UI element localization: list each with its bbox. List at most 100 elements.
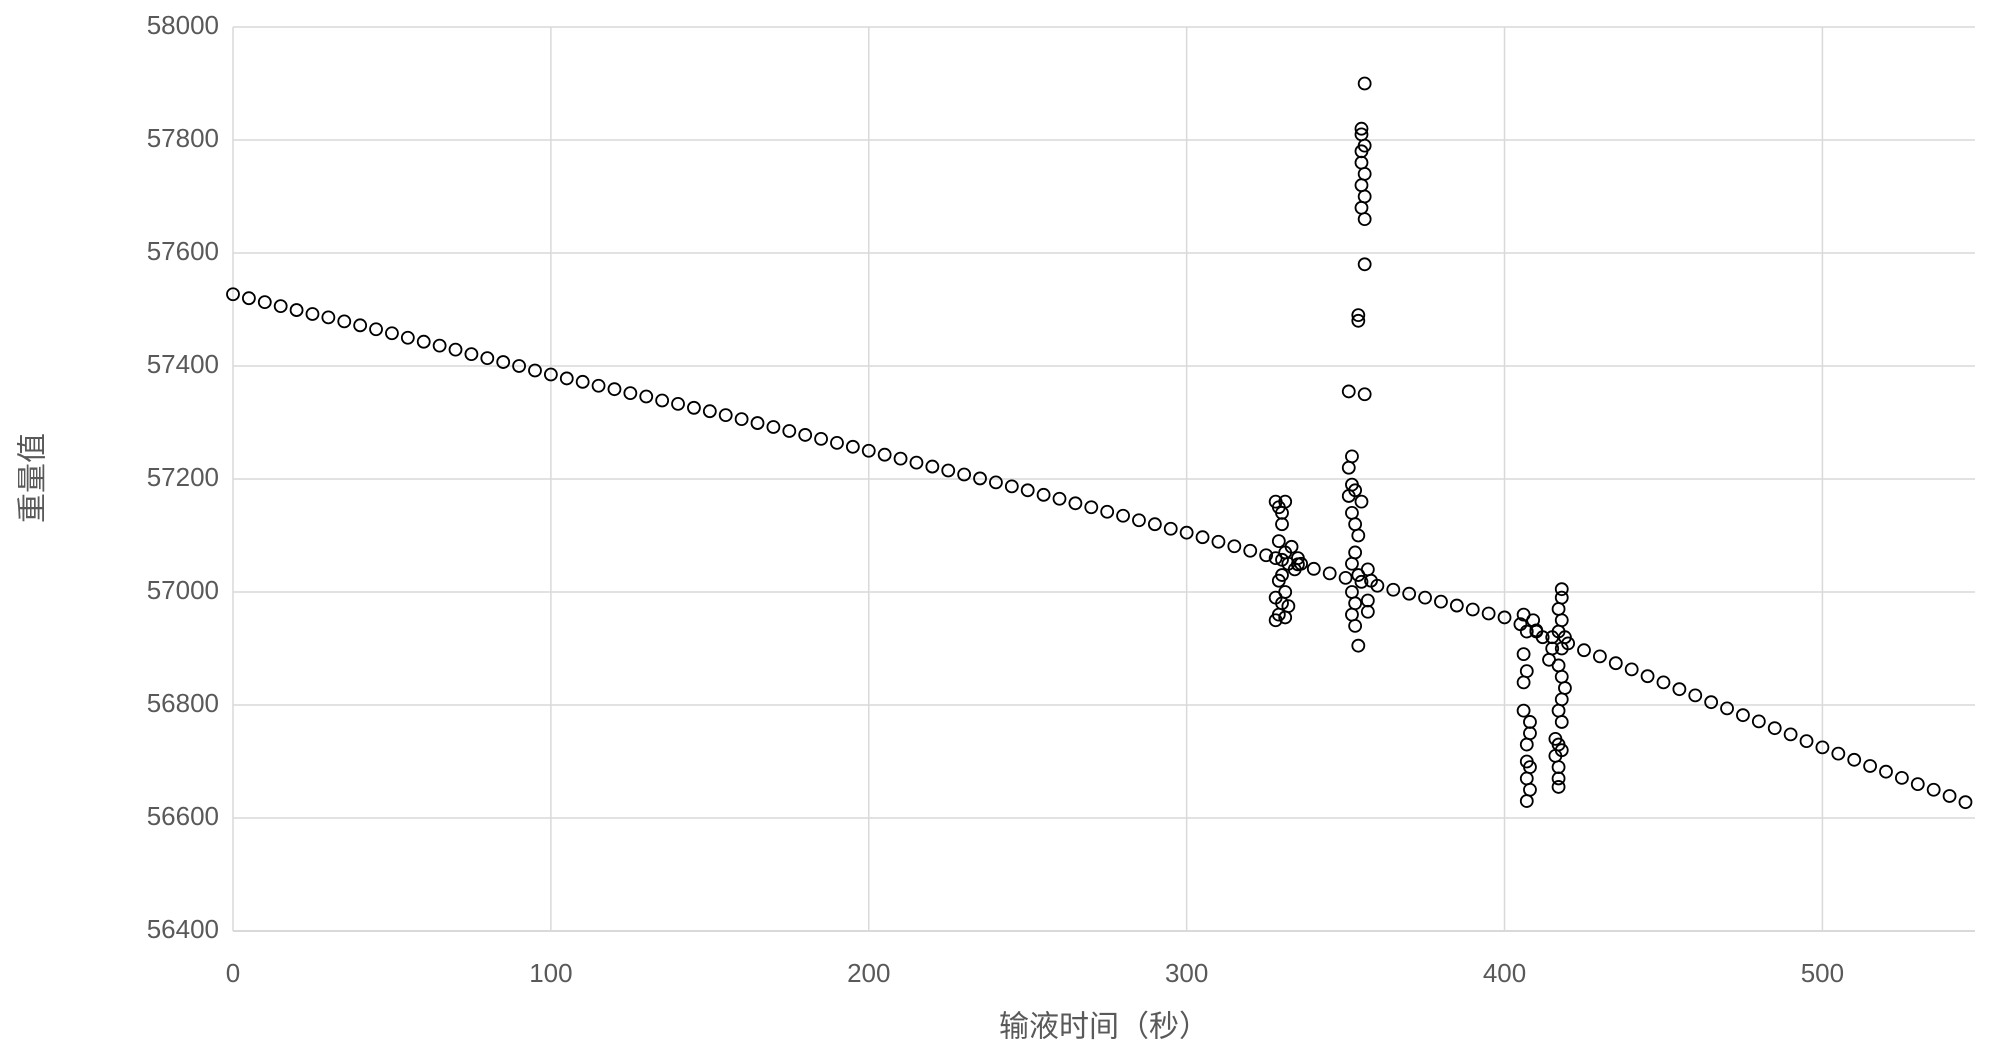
point [1831,746,1846,761]
point [1751,714,1766,729]
point [861,443,876,458]
point [1554,715,1569,729]
point [543,367,558,382]
point [1084,500,1099,515]
point [893,451,908,466]
point [1519,624,1534,639]
point [1351,313,1366,328]
point [734,412,749,427]
point [1519,664,1534,678]
point [1704,695,1719,710]
point [1278,610,1293,625]
point [416,334,431,349]
x-tick-label: 300 [1165,958,1208,988]
point [575,374,590,389]
point [877,447,892,462]
point [226,287,240,302]
point [1294,556,1308,571]
point [1519,771,1534,786]
point [687,400,701,415]
point [750,416,765,430]
y-tick-label: 56600 [147,801,219,831]
point [1640,669,1655,684]
point [1554,669,1569,684]
point [1799,734,1814,749]
point [591,378,606,393]
point [1357,76,1372,91]
point [607,382,622,397]
point [1243,543,1258,558]
point [496,355,511,369]
point [1052,491,1067,506]
point [1354,178,1369,193]
point [1767,721,1782,736]
point [1551,760,1566,775]
point [400,330,415,345]
point [973,471,987,486]
point [1519,737,1534,752]
point [941,463,956,478]
point [782,424,797,438]
point [432,338,447,353]
point [1554,641,1569,656]
point [1338,570,1353,585]
point [1847,752,1862,767]
x-axis-title: 输液时间（秒） [999,1010,1209,1045]
point [1004,479,1019,494]
point [1341,460,1356,475]
point [1523,726,1537,741]
point [1551,703,1566,718]
point [1958,795,1973,810]
y-tick-label: 57600 [147,236,219,266]
point [1195,530,1210,545]
point [1345,449,1359,464]
point [1357,212,1372,227]
y-tick-label: 58000 [147,10,219,40]
point [766,420,781,434]
point [702,404,717,419]
point [464,347,479,362]
point [1020,483,1035,498]
x-tick-label: 0 [226,958,240,988]
point [1688,688,1703,703]
point [1523,782,1537,797]
point [1360,593,1375,608]
point [1357,257,1372,272]
point [1354,155,1369,170]
x-tick-label: 200 [847,958,890,988]
point [1354,494,1369,509]
y-tick-label: 57800 [147,123,219,153]
point [639,389,654,404]
point [1577,643,1591,658]
point [1551,602,1566,616]
point [1348,619,1363,633]
point [1360,604,1375,619]
x-tick-label: 500 [1801,958,1844,988]
point [1275,517,1289,532]
point [337,314,352,329]
point [1351,308,1366,323]
point [257,295,272,310]
point [909,455,924,470]
point [1284,539,1299,554]
point [671,396,685,411]
point [1386,582,1401,597]
point [512,359,526,373]
point [1345,506,1359,520]
point [1341,489,1356,503]
point [1516,703,1531,718]
point [830,435,844,450]
point [1357,166,1372,181]
point [1271,534,1286,549]
point [448,342,463,357]
point [1434,594,1448,609]
point [480,351,495,365]
point [1481,606,1496,621]
point [1558,681,1572,695]
point [1271,573,1286,588]
point [1132,513,1146,528]
y-tick-label: 57400 [147,349,219,379]
point [1163,521,1178,536]
point [321,310,336,325]
